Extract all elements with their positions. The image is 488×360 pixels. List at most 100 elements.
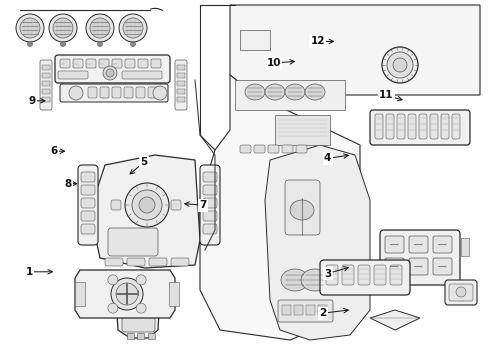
FancyBboxPatch shape xyxy=(58,71,88,79)
FancyBboxPatch shape xyxy=(124,87,133,98)
FancyBboxPatch shape xyxy=(203,185,217,195)
FancyBboxPatch shape xyxy=(122,292,155,312)
Bar xyxy=(42,89,50,94)
Bar xyxy=(305,305,314,315)
FancyBboxPatch shape xyxy=(432,258,451,275)
Circle shape xyxy=(116,283,138,305)
FancyBboxPatch shape xyxy=(357,265,369,285)
Polygon shape xyxy=(75,270,175,318)
FancyBboxPatch shape xyxy=(200,165,220,245)
FancyBboxPatch shape xyxy=(111,200,121,210)
FancyBboxPatch shape xyxy=(451,114,459,139)
FancyBboxPatch shape xyxy=(175,60,186,110)
Bar xyxy=(460,238,468,256)
Text: 5: 5 xyxy=(141,157,147,167)
Circle shape xyxy=(136,275,146,285)
Circle shape xyxy=(381,47,417,83)
FancyBboxPatch shape xyxy=(408,258,427,275)
FancyBboxPatch shape xyxy=(373,265,385,285)
FancyBboxPatch shape xyxy=(81,198,95,208)
FancyBboxPatch shape xyxy=(138,59,148,68)
Polygon shape xyxy=(75,282,85,306)
Text: 6: 6 xyxy=(50,146,57,156)
Polygon shape xyxy=(369,310,419,330)
FancyBboxPatch shape xyxy=(369,110,469,145)
FancyBboxPatch shape xyxy=(122,71,162,79)
Bar xyxy=(42,97,50,102)
Ellipse shape xyxy=(264,84,285,100)
Text: 3: 3 xyxy=(324,269,330,279)
FancyBboxPatch shape xyxy=(389,265,401,285)
FancyBboxPatch shape xyxy=(108,228,158,256)
FancyBboxPatch shape xyxy=(429,114,437,139)
Bar xyxy=(42,73,50,78)
FancyBboxPatch shape xyxy=(122,314,155,332)
FancyBboxPatch shape xyxy=(448,284,472,301)
FancyBboxPatch shape xyxy=(285,180,319,235)
Bar xyxy=(274,115,329,145)
Ellipse shape xyxy=(305,84,325,100)
FancyBboxPatch shape xyxy=(78,165,98,245)
FancyBboxPatch shape xyxy=(408,236,427,253)
FancyBboxPatch shape xyxy=(374,114,382,139)
Circle shape xyxy=(125,183,169,227)
Circle shape xyxy=(53,18,73,38)
FancyBboxPatch shape xyxy=(440,114,448,139)
Polygon shape xyxy=(116,285,160,338)
Circle shape xyxy=(153,86,167,100)
FancyBboxPatch shape xyxy=(136,87,145,98)
Circle shape xyxy=(49,14,77,42)
Text: 10: 10 xyxy=(266,58,281,68)
FancyBboxPatch shape xyxy=(88,87,97,98)
FancyBboxPatch shape xyxy=(105,258,123,266)
Ellipse shape xyxy=(289,200,313,220)
FancyBboxPatch shape xyxy=(278,300,332,322)
FancyBboxPatch shape xyxy=(60,59,70,68)
Circle shape xyxy=(86,14,114,42)
Bar xyxy=(240,30,269,50)
Text: 8: 8 xyxy=(65,179,72,189)
FancyBboxPatch shape xyxy=(149,258,167,266)
Bar xyxy=(293,305,303,315)
FancyBboxPatch shape xyxy=(325,265,337,285)
FancyBboxPatch shape xyxy=(73,59,83,68)
Text: 1: 1 xyxy=(26,267,33,277)
Circle shape xyxy=(111,278,142,310)
Circle shape xyxy=(106,69,114,77)
FancyBboxPatch shape xyxy=(171,258,189,266)
Polygon shape xyxy=(264,145,369,340)
FancyBboxPatch shape xyxy=(100,87,109,98)
FancyBboxPatch shape xyxy=(60,84,168,102)
FancyBboxPatch shape xyxy=(295,145,306,153)
Circle shape xyxy=(119,14,147,42)
Circle shape xyxy=(130,41,135,46)
FancyBboxPatch shape xyxy=(384,236,403,253)
Text: 4: 4 xyxy=(323,153,331,163)
FancyBboxPatch shape xyxy=(40,60,52,110)
Bar xyxy=(282,305,290,315)
Text: 11: 11 xyxy=(378,90,393,100)
FancyBboxPatch shape xyxy=(319,260,409,295)
Circle shape xyxy=(16,14,44,42)
Text: 12: 12 xyxy=(310,36,325,46)
FancyBboxPatch shape xyxy=(444,280,476,305)
FancyBboxPatch shape xyxy=(379,230,459,285)
Circle shape xyxy=(139,197,155,213)
Bar xyxy=(42,81,50,86)
FancyBboxPatch shape xyxy=(203,211,217,221)
FancyBboxPatch shape xyxy=(151,59,161,68)
Bar xyxy=(42,65,50,70)
Circle shape xyxy=(90,18,110,38)
FancyBboxPatch shape xyxy=(99,59,109,68)
FancyBboxPatch shape xyxy=(112,59,122,68)
FancyBboxPatch shape xyxy=(341,265,353,285)
FancyBboxPatch shape xyxy=(282,145,292,153)
Circle shape xyxy=(27,41,32,46)
Ellipse shape xyxy=(281,269,308,291)
FancyBboxPatch shape xyxy=(203,172,217,182)
Bar xyxy=(137,333,143,339)
Polygon shape xyxy=(229,5,479,95)
FancyBboxPatch shape xyxy=(127,258,145,266)
Bar xyxy=(177,81,184,86)
Circle shape xyxy=(123,18,142,38)
